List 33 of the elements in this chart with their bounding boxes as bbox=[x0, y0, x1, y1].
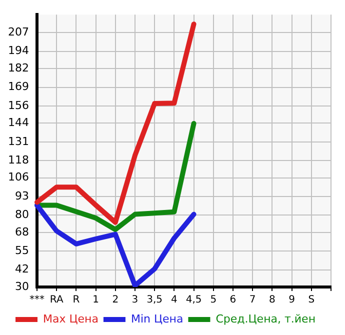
y-tick-label: 106 bbox=[8, 170, 29, 184]
x-tick-label: RA bbox=[50, 294, 64, 306]
x-tick-label: *** bbox=[29, 294, 44, 306]
y-tick-label: 93 bbox=[14, 189, 29, 202]
x-tick-label: 5 bbox=[210, 294, 217, 306]
x-tick-label: 4,5 bbox=[186, 294, 202, 306]
y-tick-label: 207 bbox=[8, 26, 29, 39]
y-tick-label: 42 bbox=[14, 262, 29, 276]
legend-label: Сред.Цена, т.йен bbox=[216, 312, 316, 326]
x-tick-label: 3,5 bbox=[146, 294, 163, 306]
x-tick-label: 6 bbox=[230, 294, 236, 306]
x-tick-label: 9 bbox=[288, 294, 295, 306]
x-tick-label: S bbox=[308, 294, 315, 306]
y-tick-label: 30 bbox=[14, 280, 29, 293]
y-tick-label: 131 bbox=[8, 134, 29, 148]
y-tick-label: 144 bbox=[8, 116, 29, 130]
x-tick-label: 1 bbox=[92, 294, 99, 306]
x-tick-label: 3 bbox=[132, 294, 138, 306]
legend-label: Min Цена bbox=[130, 312, 184, 326]
y-tick-label: 118 bbox=[8, 153, 29, 166]
x-tick-label: R bbox=[72, 294, 80, 306]
x-tick-label: 2 bbox=[112, 294, 119, 306]
x-tick-label: 4 bbox=[171, 294, 178, 306]
y-tick-label: 80 bbox=[14, 208, 29, 222]
legend-label: Max Цена bbox=[42, 312, 98, 326]
y-tick-label: 182 bbox=[8, 61, 29, 74]
y-tick-label: 68 bbox=[14, 225, 29, 238]
y-tick-label: 55 bbox=[14, 244, 29, 257]
x-tick-label: 8 bbox=[269, 294, 276, 306]
y-tick-label: 169 bbox=[8, 80, 29, 94]
x-tick-label: 7 bbox=[249, 294, 256, 306]
y-tick-label: 156 bbox=[8, 98, 29, 112]
y-tick-label: 194 bbox=[8, 44, 29, 58]
